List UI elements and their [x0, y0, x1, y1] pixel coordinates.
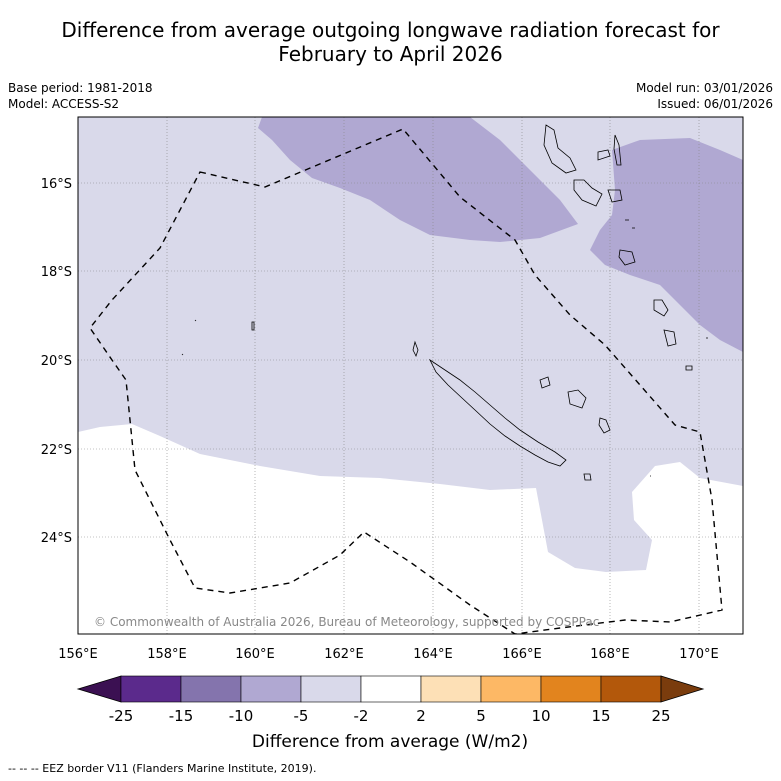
- colorbar-title: Difference from average (W/m2): [252, 732, 528, 752]
- colorbar-segment: [120, 675, 182, 703]
- model-run: Model run: 03/01/2026: [635, 81, 773, 95]
- title-line-1: Difference from average outgoing longwav…: [61, 18, 720, 42]
- base-period: Base period: 1981-2018: [8, 81, 153, 95]
- colorbar-segment: [600, 675, 662, 703]
- colorbar-tick-label: 10: [531, 707, 550, 725]
- colorbar-tick-label: 15: [591, 707, 610, 725]
- colorbar-tick-label: -25: [109, 707, 134, 725]
- lon-tick: 158°E: [147, 647, 187, 662]
- vanuatu-islands: [543, 124, 693, 371]
- issued-date: Issued: 06/01/2026: [657, 97, 773, 111]
- loyalty-islands: [412, 340, 611, 481]
- colorbar-segment: [540, 675, 602, 703]
- footnote: -- -- -- EEZ border V11 (Flanders Marine…: [8, 762, 317, 775]
- colorbar-tick-label: -15: [169, 707, 194, 725]
- lat-tick: 20°S: [41, 354, 72, 369]
- colorbar-tick-label: -2: [354, 707, 369, 725]
- colorbar-extend-low: [76, 675, 122, 703]
- colorbar: -25 -15 -10 -5 -2 2 5 10 15 25: [76, 675, 705, 725]
- small-islets: [181, 219, 708, 477]
- colorbar-tick-label: 5: [476, 707, 486, 725]
- colorbar-segment: [420, 675, 482, 703]
- lat-tick: 24°S: [41, 531, 72, 546]
- lon-tick: 170°E: [679, 647, 719, 662]
- colorbar-tick-label: -5: [294, 707, 309, 725]
- mid-purple-band-north: [258, 117, 578, 242]
- colorbar-segment: [240, 675, 302, 703]
- lon-tick: 168°E: [590, 647, 630, 662]
- colorbar-tick-label: 2: [416, 707, 426, 725]
- lon-tick: 164°E: [413, 647, 453, 662]
- colorbar-segment: [300, 675, 362, 703]
- new-caledonia-island: [428, 358, 567, 467]
- colorbar-tick-label: -10: [229, 707, 254, 725]
- graticule: [78, 117, 743, 634]
- model-name: Model: ACCESS-S2: [8, 97, 120, 111]
- lat-tick: 16°S: [41, 177, 72, 192]
- lon-ticks: 156°E 158°E 160°E 162°E 164°E 166°E 168°…: [58, 647, 719, 662]
- map-frame: [77, 116, 744, 635]
- colorbar-tick-label: 25: [651, 707, 670, 725]
- colorbar-extend-high: [660, 675, 705, 703]
- meta-left: Base period: 1981-2018 Model: ACCESS-S2: [8, 80, 153, 112]
- colorbar-segment: [180, 675, 242, 703]
- title-line-2: February to April 2026: [278, 42, 503, 66]
- colorbar-segment: [360, 675, 422, 703]
- lat-tick: 22°S: [41, 443, 72, 458]
- mid-purple-region-east: [590, 138, 743, 352]
- map-panel: [78, 117, 743, 634]
- lon-tick: 160°E: [235, 647, 275, 662]
- lon-tick: 166°E: [502, 647, 542, 662]
- lon-tick: 156°E: [58, 647, 98, 662]
- copyright-text: © Commonwealth of Australia 2026, Bureau…: [94, 615, 599, 629]
- light-purple-region: [78, 117, 743, 572]
- lat-tick: 18°S: [41, 265, 72, 280]
- lat-ticks: 16°S 18°S 20°S 22°S 24°S: [41, 177, 72, 546]
- lon-tick: 162°E: [324, 647, 364, 662]
- meta-right: Model run: 03/01/2026 Issued: 06/01/2026: [636, 80, 773, 112]
- chart-title: Difference from average outgoing longwav…: [0, 18, 781, 66]
- colorbar-segment: [480, 675, 542, 703]
- eez-border: [89, 128, 723, 634]
